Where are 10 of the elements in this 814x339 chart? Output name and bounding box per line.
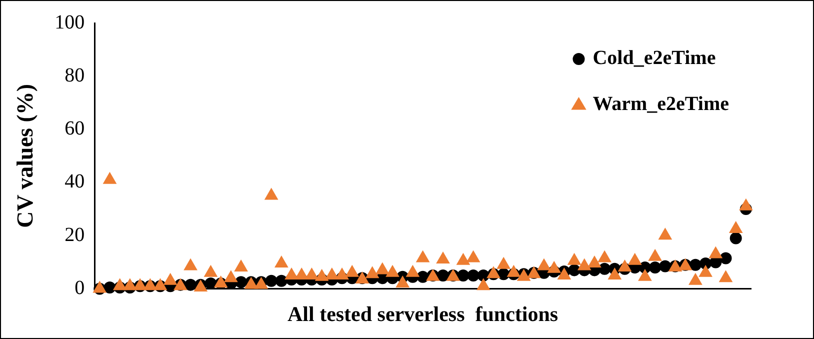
y-tick-label: 20: [64, 224, 85, 246]
y-tick-label: 80: [64, 64, 85, 86]
y-tick-label: 100: [54, 11, 85, 34]
y-axis-title: CV values (%): [12, 84, 38, 228]
x-axis-title: All tested serverless functions: [287, 302, 558, 326]
y-tick-label: 0: [74, 277, 85, 300]
legend-label: Cold_e2eTime: [592, 47, 716, 70]
legend-label: Warm_e2eTime: [592, 93, 730, 116]
y-tick-label: 40: [64, 170, 85, 193]
y-tick-label: 60: [64, 118, 85, 140]
